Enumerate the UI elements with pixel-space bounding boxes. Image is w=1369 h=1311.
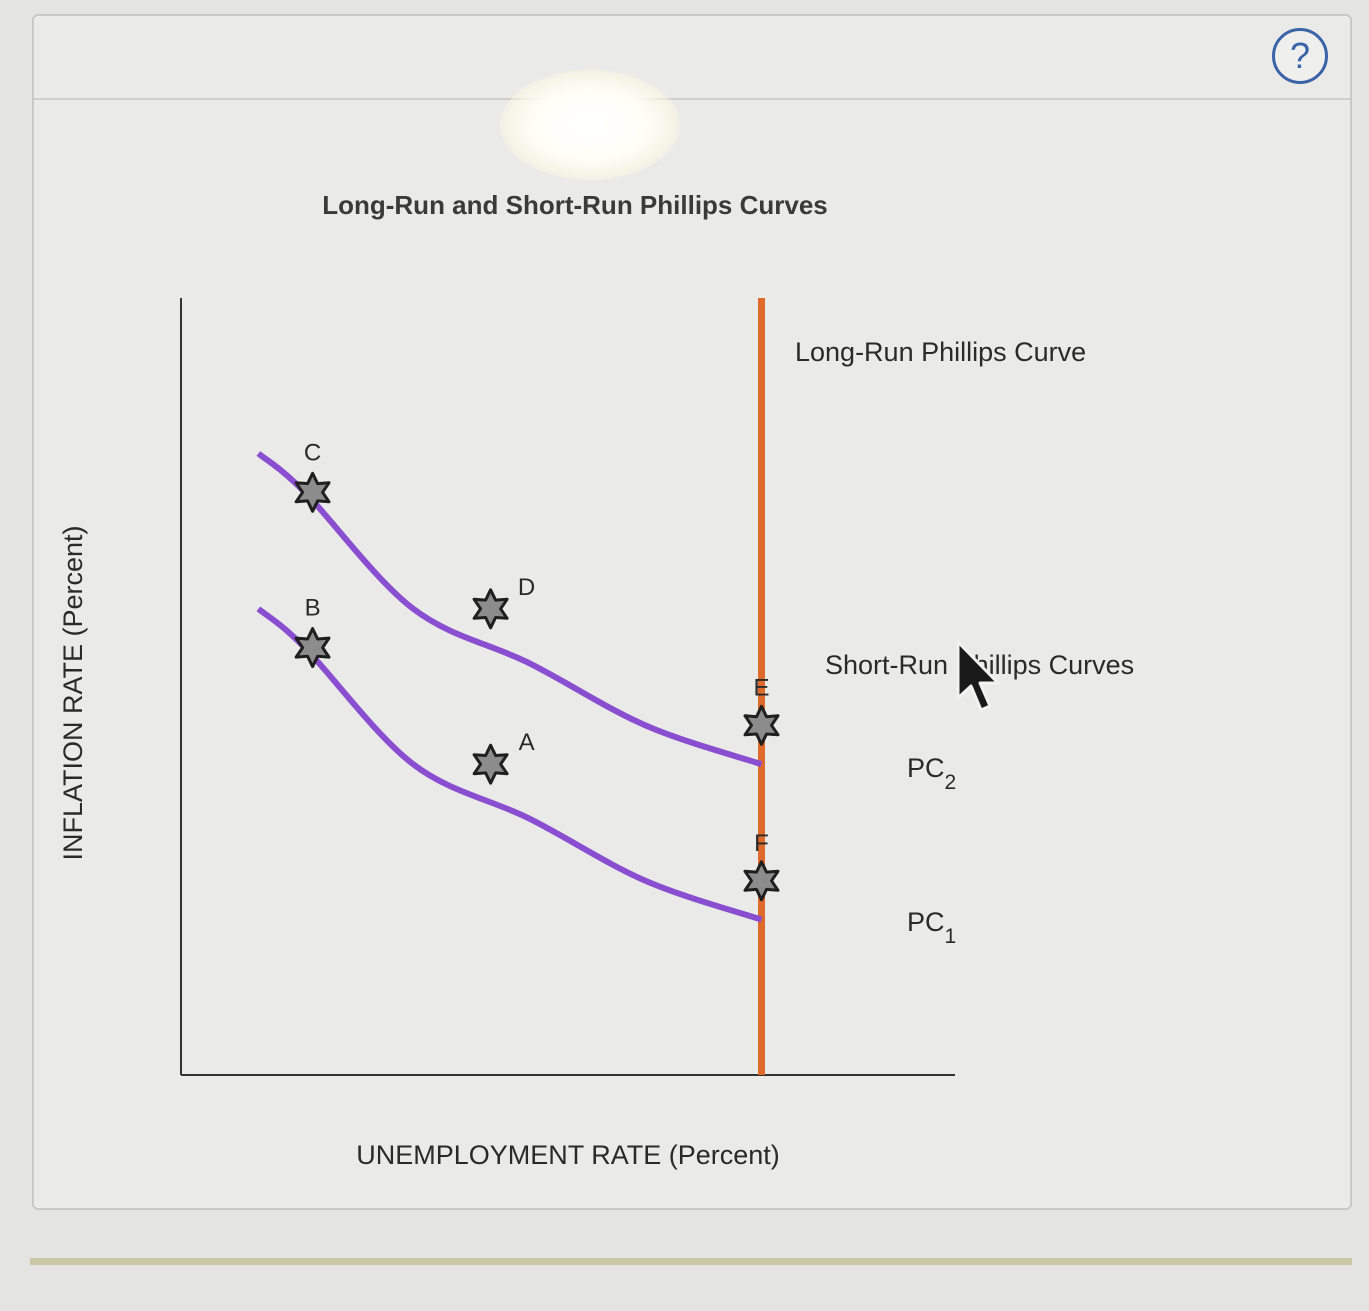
bottom-divider [30,1258,1352,1265]
lrpc-label: Long-Run Phillips Curve [795,337,1086,367]
chart-title: Long-Run and Short-Run Phillips Curves [322,190,828,220]
pc2-label-main: PC [907,753,945,783]
point-marker-b[interactable] [294,627,331,669]
point-marker-a[interactable] [472,743,509,785]
point-marker-f[interactable] [743,860,780,902]
panel-header [34,16,1350,100]
pc2-label: PC2 [907,753,956,794]
point-label-d: D [518,574,535,601]
point-label-a: A [519,729,535,756]
mouse-pointer-icon [956,640,1000,712]
x-axis-label: UNEMPLOYMENT RATE (Percent) [356,1140,780,1170]
points-layer: A B C D E F [294,439,780,902]
pc2-curve[interactable] [256,451,763,768]
point-label-c: C [304,439,321,466]
point-label-e: E [753,674,769,701]
point-marker-e[interactable] [743,704,780,746]
pc1-label-sub: 1 [945,925,957,948]
y-axis-label: INFLATION RATE (Percent) [58,525,88,860]
point-marker-c[interactable] [294,471,331,513]
point-label-f: F [754,830,769,857]
point-marker-d[interactable] [472,588,509,630]
graph-panel [32,14,1352,1210]
help-button[interactable]: ? [1272,28,1328,84]
pc1-label: PC1 [907,907,956,948]
pc2-label-sub: 2 [945,771,957,794]
point-label-b: B [305,595,321,622]
pc1-label-main: PC [907,907,945,937]
